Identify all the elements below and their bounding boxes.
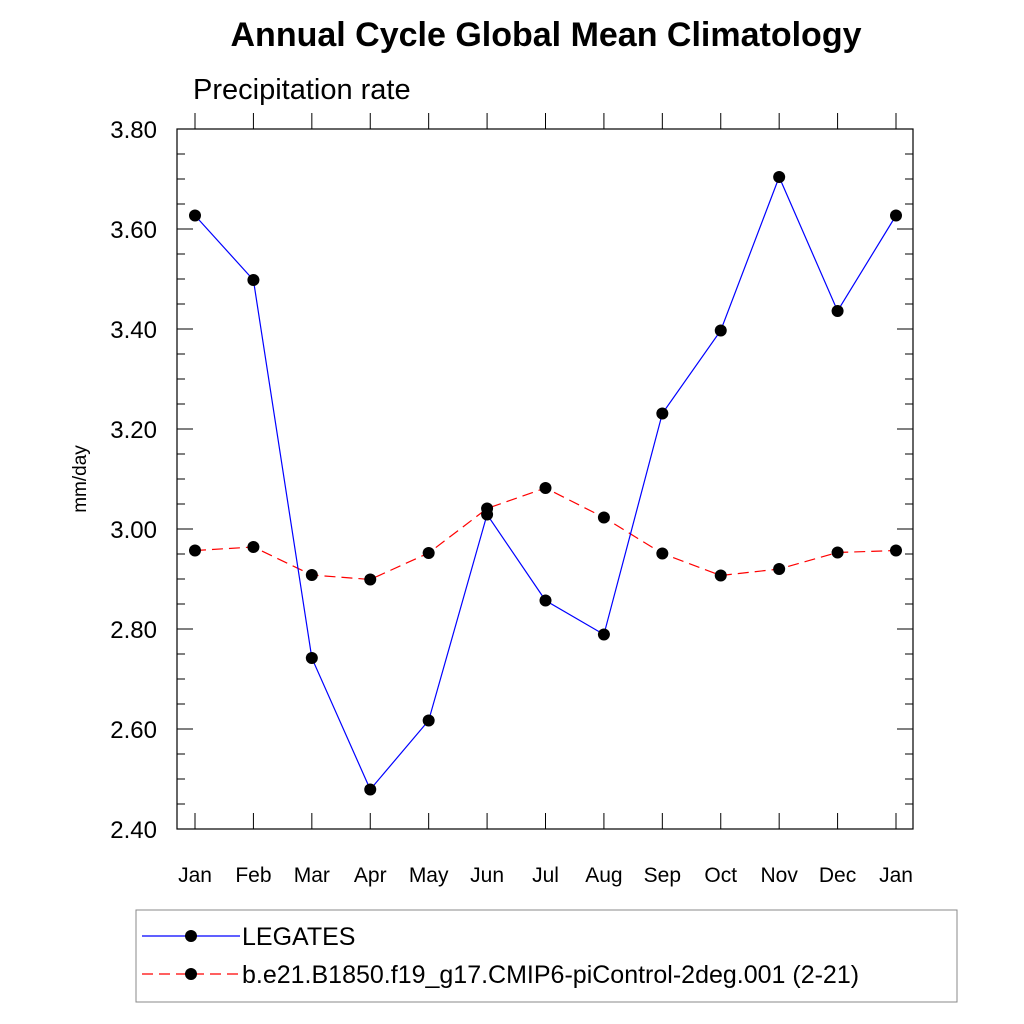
data-point [656, 407, 669, 420]
legend: LEGATES b.e21.B1850.f19_g17.CMIP6-piContr… [135, 909, 958, 1003]
data-point [831, 305, 844, 317]
data-point [890, 544, 902, 557]
data-point [364, 573, 377, 586]
y-tick-label: 3.40 [110, 317, 157, 344]
chart-title: Annual Cycle Global Mean Climatology [231, 16, 862, 54]
x-tick-label: Aug [585, 864, 622, 887]
data-point [773, 171, 786, 183]
data-point [189, 209, 201, 222]
y-tick-label: 2.80 [110, 617, 157, 644]
legend-marker [185, 930, 197, 942]
chart-subtitle: Precipitation rate [193, 74, 411, 106]
data-point [422, 714, 435, 727]
data-point [305, 652, 318, 664]
x-tick-label: May [409, 864, 449, 887]
data-point [539, 482, 552, 494]
data-point [481, 508, 494, 521]
x-tick-label: Sep [644, 864, 681, 887]
x-tick-label: Jun [470, 864, 504, 887]
data-point [247, 274, 260, 286]
data-point [539, 594, 552, 607]
y-tick-label: 3.60 [110, 217, 157, 244]
x-tick-label: Jul [532, 864, 559, 887]
data-point [422, 547, 435, 559]
data-point [656, 547, 669, 560]
data-point [305, 569, 318, 581]
legend-box [135, 909, 958, 1003]
x-tick-label: Apr [354, 864, 387, 887]
data-point [714, 569, 727, 582]
legend-label: LEGATES [242, 923, 355, 951]
y-tick-label: 3.00 [110, 517, 157, 544]
y-axis-label: mm/day [70, 445, 91, 513]
data-point [890, 209, 902, 222]
legend-marker [185, 968, 197, 980]
x-tick-label: Jan [178, 864, 212, 887]
x-tick-label: Dec [819, 864, 856, 887]
series-line [194, 487, 897, 581]
data-point [597, 628, 610, 641]
x-tick-label: Feb [235, 864, 271, 887]
data-point [714, 324, 727, 337]
y-tick-label: 3.80 [110, 117, 157, 144]
data-point [597, 511, 610, 524]
plot-frame [176, 128, 914, 830]
y-tick-label: 2.60 [110, 717, 157, 744]
x-tick-label: Jan [879, 864, 913, 887]
x-tick-label: Mar [294, 864, 330, 887]
data-point [364, 783, 377, 796]
data-point [773, 563, 786, 575]
data-point [189, 544, 201, 557]
legend-label: b.e21.B1850.f19_g17.CMIP6-piControl-2deg… [242, 961, 859, 989]
y-tick-label: 3.20 [110, 417, 157, 444]
y-tick-label: 2.40 [110, 817, 157, 844]
x-tick-label: Nov [760, 864, 798, 887]
plot-area: 2.40 2.60 2.80 3.00 3.20 3.40 3.60 3.80 Jan Feb Ma… [70, 113, 914, 887]
data-point [831, 546, 844, 559]
x-tick-label: Oct [704, 864, 737, 887]
data-point [247, 541, 260, 553]
